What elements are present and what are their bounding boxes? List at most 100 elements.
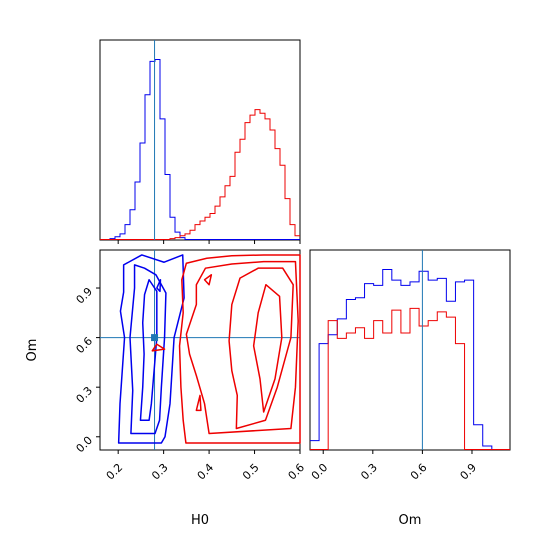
contour-red-0 (178, 254, 301, 444)
hist-H0-red-bin-33 (265, 119, 270, 240)
contour-blue-0 (117, 254, 185, 444)
contour-x-tick-label-0: 0.2 (104, 461, 126, 483)
hist-Om-red-bin-4 (346, 334, 355, 450)
hist-H0-blue-bin-11 (155, 60, 160, 240)
contour-blue-1 (129, 264, 167, 435)
hist-om-series (310, 250, 510, 450)
hist-H0-red-bin-22 (210, 214, 215, 240)
hist-h0-x-ticks (117, 240, 301, 244)
hist-Om-red-bin-6 (365, 339, 374, 450)
hist-H0-red-bin-26 (230, 177, 235, 240)
hist-Om-blue-bin-12 (419, 272, 428, 450)
hist-H0-red-bin-23 (215, 207, 220, 240)
hist-H0-red-bin-20 (200, 221, 205, 240)
hist-Om-red-bin-15 (446, 318, 455, 450)
contour-y-tick-label-3: 0.9 (74, 285, 96, 307)
contour-red-4 (195, 394, 202, 412)
hist-Om-red-bin-16 (455, 344, 464, 450)
hist-Om-red-series-line (310, 307, 510, 450)
contour-ticks: 0.2 0.3 0.4 0.5 0.6 0.0 0.3 0.6 0.9 (74, 285, 308, 483)
hist-Om-blue-bin-0 (310, 441, 319, 450)
hist-Om-blue-bin-16 (455, 282, 464, 450)
hist-Om-blue-bin-15 (446, 302, 455, 450)
hist-H0-blue-bin-7 (135, 182, 140, 240)
contour-x-tick-label-4: 0.6 (286, 461, 308, 483)
hist-H0-red-bin-32 (260, 114, 265, 240)
contour-series (100, 250, 301, 450)
hist-Om-blue-bin-7 (374, 286, 383, 450)
hist-H0-red-bin-29 (245, 123, 250, 240)
hist-H0-red-bin-21 (205, 218, 210, 240)
hist-h0-panel (99, 39, 301, 244)
hist-H0-red-bin-19 (195, 225, 200, 240)
hist-Om-red-bin-12 (419, 326, 428, 450)
hist-H0-blue-bin-12 (160, 119, 165, 240)
hist-H0-red-bin-35 (275, 149, 280, 240)
contour-y-tick-label-0: 0.0 (74, 434, 96, 456)
hist-Om-blue-bin-3 (337, 319, 346, 450)
contour-red-1 (185, 260, 299, 435)
hist-Om-red-bin-3 (337, 339, 346, 450)
contour-red-3 (252, 283, 283, 413)
hist-Om-red-bin-7 (374, 321, 383, 450)
contour-x-tick-label-2: 0.4 (195, 461, 217, 483)
hist-H0-red-bin-18 (190, 231, 195, 240)
hist-H0-red-bin-24 (220, 197, 225, 240)
hist-Om-blue-bin-6 (365, 284, 374, 450)
contour-blue-2 (139, 279, 158, 421)
hist-om-x-tick-label-0: 0.0 (309, 461, 331, 483)
contour-y-tick-label-2: 0.6 (74, 335, 96, 357)
hist-H0-red-bin-38 (290, 225, 295, 240)
hist-om-frame (309, 249, 511, 451)
contour-y-tick-label-1: 0.3 (74, 384, 96, 406)
hist-Om-blue-bin-18 (474, 425, 483, 450)
hist-H0-red-bin-36 (280, 166, 285, 240)
hist-H0-red-bin-34 (270, 131, 275, 240)
hist-Om-red-bin-8 (383, 334, 392, 450)
hist-H0-blue-bin-13 (165, 175, 170, 240)
hist-Om-blue-bin-9 (392, 281, 401, 450)
hist-H0-red-bin-25 (225, 186, 230, 240)
contour-truth-marker (151, 334, 159, 342)
y-axis-label-om: Om (25, 339, 40, 362)
hist-Om-red-bin-9 (392, 311, 401, 450)
hist-Om-blue-bin-10 (401, 286, 410, 450)
hist-Om-red-bin-11 (410, 309, 419, 450)
hist-Om-blue-bin-11 (410, 282, 419, 450)
hist-H0-red-bin-28 (240, 140, 245, 240)
hist-Om-blue-bin-13 (428, 281, 437, 450)
hist-H0-red-bin-37 (285, 199, 290, 240)
hist-Om-blue-bin-5 (355, 298, 364, 450)
contour-x-tick-label-1: 0.3 (149, 461, 171, 483)
hist-Om-blue-series-line (310, 269, 510, 450)
hist-H0-blue-bin-5 (125, 225, 130, 240)
hist-H0-blue-bin-6 (130, 210, 135, 240)
hist-Om-blue-bin-17 (465, 281, 474, 450)
hist-Om-blue-bin-14 (437, 279, 446, 450)
hist-Om-red-bin-14 (437, 312, 446, 450)
hist-H0-blue-series-line (100, 59, 300, 240)
x-axis-label-h0: H0 (191, 513, 209, 528)
hist-H0-red-bin-30 (250, 116, 255, 240)
contour-blue-3 (156, 279, 162, 293)
hist-Om-red-bin-2 (328, 321, 337, 450)
hist-H0-red-bin-31 (255, 110, 260, 240)
hist-Om-blue-bin-8 (383, 270, 392, 450)
hist-H0-blue-bin-14 (170, 218, 175, 240)
hist-om-x-tick-label-1: 0.3 (358, 461, 380, 483)
hist-Om-blue-bin-4 (346, 300, 355, 450)
hist-H0-red-bin-27 (235, 153, 240, 240)
hist-h0-series (100, 40, 300, 240)
hist-om-panel: 0.0 0.3 0.6 0.9 (309, 249, 511, 483)
hist-H0-red-bin-16 (180, 236, 185, 240)
hist-Om-red-bin-5 (355, 328, 364, 450)
hist-Om-red-bin-13 (428, 321, 437, 450)
hist-H0-blue-bin-8 (140, 144, 145, 240)
hist-Om-blue-bin-2 (328, 335, 337, 450)
contour-red-5 (151, 343, 166, 352)
hist-H0-blue-bin-9 (145, 95, 150, 240)
hist-om-x-tick-label-2: 0.6 (408, 461, 430, 483)
x-axis-label-om: Om (399, 513, 422, 528)
contour-x-tick-label-3: 0.5 (240, 461, 262, 483)
